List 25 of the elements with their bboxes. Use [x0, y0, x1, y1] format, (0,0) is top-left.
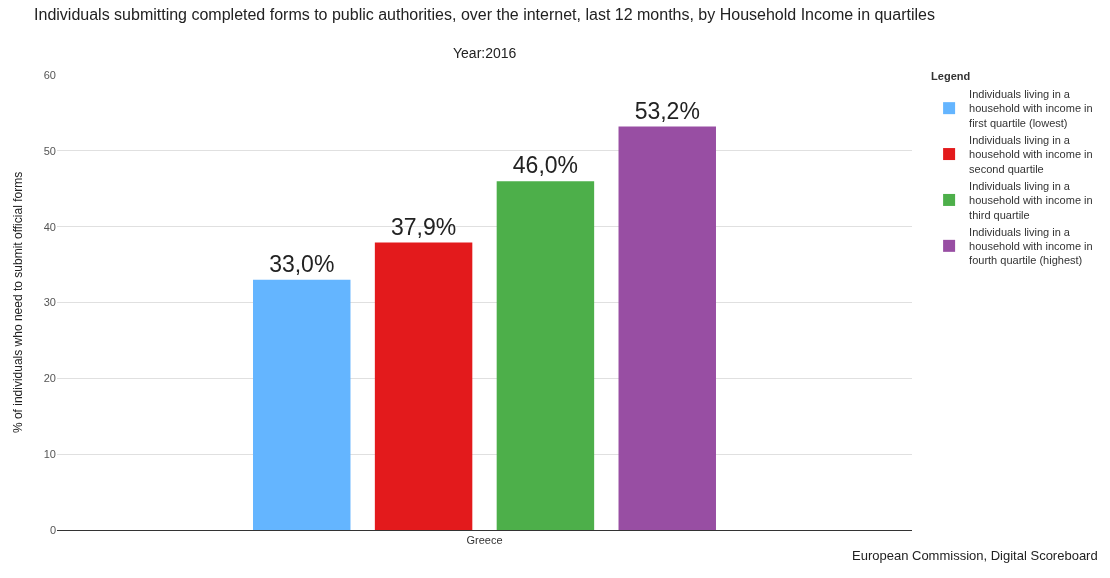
y-tick-label: 40 [43, 220, 56, 233]
bar [374, 242, 473, 530]
bar [253, 279, 351, 530]
legend-label: Individuals living in a household with income in second quartile [969, 134, 1093, 175]
y-tick-label: 50 [43, 144, 56, 157]
y-tick-label: 30 [43, 296, 56, 309]
y-tick-label: 20 [43, 372, 56, 385]
legend-label: Individuals living in a household with income in fourth quartile (highest) [969, 225, 1093, 267]
y-axis-title: % of individuals who need to submit official forms [11, 171, 26, 434]
bar [618, 126, 716, 530]
legend-title: Legend [931, 70, 971, 83]
data-label: 37,9% [390, 213, 457, 240]
chart-subtitle: Year:2016 [453, 45, 517, 61]
legend-label: Individuals living in a household with income in third quartile [969, 179, 1093, 221]
x-tick-label: Greece [466, 534, 503, 547]
data-label: 53,2% [634, 97, 700, 124]
data-label: 33,0% [269, 250, 335, 277]
bar [496, 181, 595, 530]
y-tick-label: 0 [49, 523, 56, 536]
y-tick-label: 10 [43, 448, 56, 461]
chart-title: Individuals submitting completed forms to public authorities, over the internet, last 12 months, by Household Income in quartiles [34, 5, 935, 23]
data-label: 46,0% [512, 152, 579, 179]
legend-label: Individuals living in a household with income in first quartile (lowest) [969, 88, 1093, 129]
y-tick-label: 60 [43, 68, 56, 81]
text: European Commission, Digital Scoreboard [852, 548, 1098, 563]
